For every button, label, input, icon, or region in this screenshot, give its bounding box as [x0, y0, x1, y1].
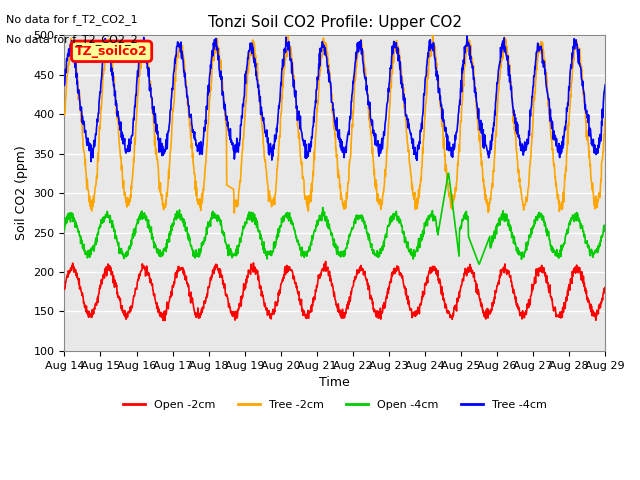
X-axis label: Time: Time — [319, 376, 350, 389]
Legend: Open -2cm, Tree -2cm, Open -4cm, Tree -4cm: Open -2cm, Tree -2cm, Open -4cm, Tree -4… — [118, 396, 551, 415]
Y-axis label: Soil CO2 (ppm): Soil CO2 (ppm) — [15, 146, 28, 240]
Text: No data for f_T2_CO2_2: No data for f_T2_CO2_2 — [6, 34, 138, 45]
Text: No data for f_T2_CO2_1: No data for f_T2_CO2_1 — [6, 14, 138, 25]
Title: Tonzi Soil CO2 Profile: Upper CO2: Tonzi Soil CO2 Profile: Upper CO2 — [208, 15, 462, 30]
Text: TZ_soilco2: TZ_soilco2 — [76, 45, 148, 58]
